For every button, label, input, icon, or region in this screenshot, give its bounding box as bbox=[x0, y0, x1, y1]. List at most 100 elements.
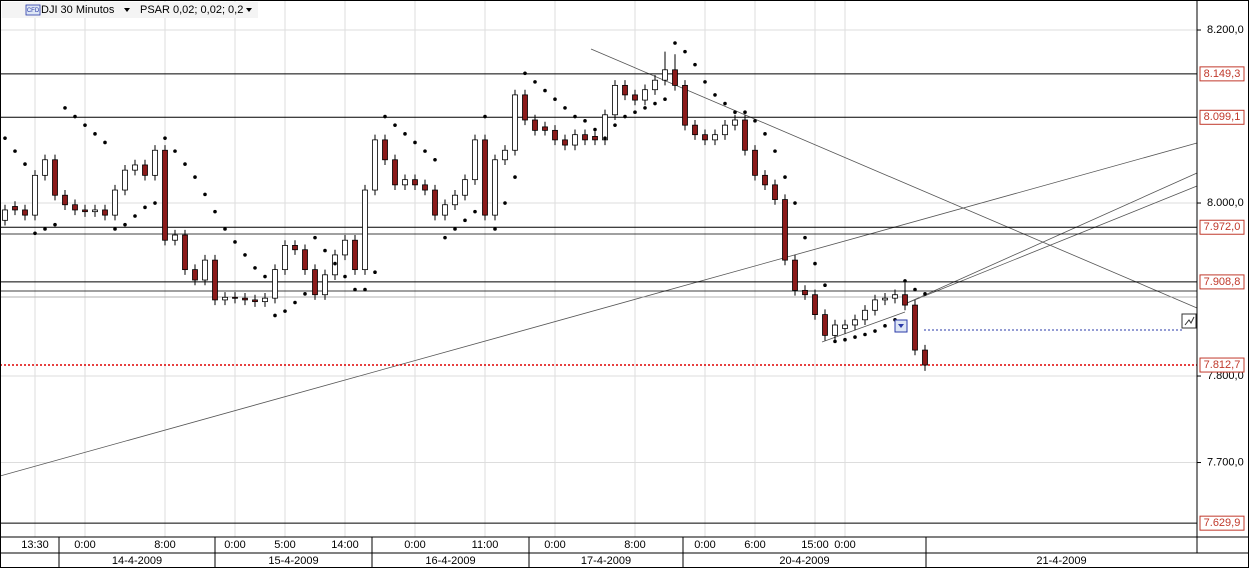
candle-body bbox=[262, 297, 268, 303]
symbol-title[interactable]: DJI 30 Minutos bbox=[41, 4, 115, 16]
psar-dot bbox=[203, 192, 207, 197]
candle-body bbox=[422, 184, 428, 191]
psar-dot bbox=[473, 209, 477, 214]
psar-dot bbox=[333, 261, 337, 266]
psar-dot bbox=[643, 106, 647, 110]
candle-body bbox=[702, 134, 708, 141]
psar-dot bbox=[653, 101, 657, 106]
candle-body bbox=[852, 319, 858, 326]
level-box bbox=[1199, 66, 1245, 82]
psar-dot bbox=[433, 157, 437, 162]
trend-line bbox=[0, 142, 1198, 477]
candle-body bbox=[672, 69, 678, 86]
candle-body bbox=[22, 209, 28, 216]
trend-line bbox=[906, 185, 1198, 304]
x-tick-label: 0:00 bbox=[834, 539, 855, 551]
order-marker-arrow bbox=[898, 324, 904, 328]
candle-body bbox=[272, 269, 278, 299]
date-label: 20-4-2009 bbox=[779, 555, 829, 567]
candle-body bbox=[532, 119, 538, 131]
candle-body bbox=[682, 84, 688, 126]
date-label: 17-4-2009 bbox=[581, 555, 631, 567]
psar-dot bbox=[803, 235, 807, 240]
candle-body bbox=[302, 249, 308, 271]
candle-body bbox=[282, 245, 288, 271]
psar-dot bbox=[353, 287, 357, 292]
trend-line bbox=[821, 311, 906, 343]
psar-dot bbox=[633, 110, 637, 114]
candle-body bbox=[542, 126, 548, 131]
candle-body bbox=[242, 297, 248, 301]
psar-dot bbox=[113, 227, 117, 231]
psar-dot bbox=[493, 227, 497, 231]
candle-body bbox=[32, 174, 38, 216]
psar-dot bbox=[563, 106, 567, 110]
psar-dot bbox=[193, 175, 197, 179]
psar-dot bbox=[913, 287, 917, 292]
psar-dot bbox=[583, 119, 587, 123]
psar-dot bbox=[553, 97, 557, 102]
order-icon[interactable] bbox=[1181, 313, 1197, 329]
candle-body bbox=[522, 94, 528, 121]
candle-body bbox=[822, 314, 828, 336]
level-label: 7.908,8 bbox=[1204, 276, 1241, 288]
psar-dot bbox=[383, 114, 387, 119]
psar-dot bbox=[313, 235, 317, 240]
candle-body bbox=[292, 245, 298, 251]
psar-dot bbox=[483, 114, 487, 119]
candle-body bbox=[842, 324, 848, 329]
candle-body bbox=[322, 274, 328, 296]
candle-body bbox=[572, 134, 578, 146]
psar-dot bbox=[423, 149, 427, 153]
trend-line bbox=[906, 172, 1198, 304]
psar-dot bbox=[693, 62, 697, 67]
indicator-label[interactable]: PSAR 0,02; 0,02; 0,2 bbox=[140, 4, 243, 16]
psar-dot bbox=[873, 329, 877, 333]
candle-body bbox=[52, 159, 58, 196]
psar-dot bbox=[373, 270, 377, 275]
psar-dot bbox=[723, 101, 727, 106]
candle-body bbox=[82, 209, 88, 213]
y-tick-label: 8.200,0 bbox=[1207, 24, 1244, 36]
psar-dot bbox=[83, 123, 87, 127]
psar-dot bbox=[823, 283, 827, 287]
candle-body bbox=[552, 129, 558, 141]
candle-body bbox=[622, 84, 628, 96]
candle-body bbox=[872, 299, 878, 311]
level-label: 8.099,1 bbox=[1204, 111, 1241, 123]
x-tick-label: 15:00 bbox=[801, 539, 829, 551]
candle-body bbox=[602, 114, 608, 141]
dropdown-arrow[interactable] bbox=[246, 8, 252, 12]
psar-dot bbox=[63, 106, 67, 110]
psar-dot bbox=[323, 248, 327, 253]
candle-body bbox=[802, 289, 808, 296]
psar-dot bbox=[813, 261, 817, 266]
candle-body bbox=[152, 149, 158, 176]
candle-body bbox=[582, 134, 588, 141]
psar-dot bbox=[793, 201, 797, 205]
candle-body bbox=[492, 159, 498, 216]
toolbar-bg bbox=[2, 2, 258, 18]
candle-body bbox=[432, 189, 438, 216]
psar-dot bbox=[223, 227, 227, 231]
candle-body bbox=[712, 134, 718, 141]
psar-dot bbox=[603, 136, 607, 140]
candle-body bbox=[62, 194, 68, 206]
candle-body bbox=[862, 309, 868, 321]
psar-dot bbox=[343, 274, 347, 279]
candle-body bbox=[112, 189, 118, 216]
psar-dot bbox=[13, 149, 17, 153]
level-box bbox=[1199, 109, 1245, 125]
y-tick-label: 7.700,0 bbox=[1207, 456, 1244, 468]
psar-dot bbox=[443, 235, 447, 240]
dropdown-arrow[interactable] bbox=[124, 8, 130, 12]
candle-body bbox=[412, 179, 418, 186]
candle-body bbox=[742, 119, 748, 151]
psar-dot bbox=[663, 97, 667, 102]
candle-body bbox=[882, 297, 888, 301]
psar-dot bbox=[273, 313, 277, 318]
psar-dot bbox=[513, 175, 517, 179]
psar-dot bbox=[293, 300, 297, 305]
psar-dot bbox=[543, 88, 547, 93]
